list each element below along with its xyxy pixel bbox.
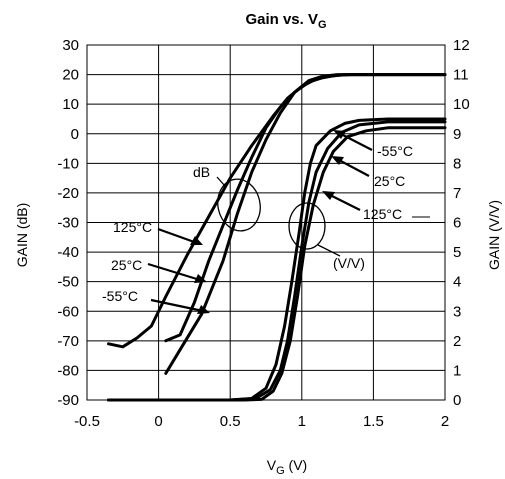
vv-group-label: (V/V) xyxy=(333,255,365,271)
y-left-tick-label: 0 xyxy=(71,126,79,143)
y-left-tick-label: -30 xyxy=(57,215,79,232)
chart-title: Gain vs. VG xyxy=(245,11,326,31)
db-125c-pointer xyxy=(157,227,198,245)
vv-group-leader xyxy=(317,244,341,257)
x-axis-label-unit: (V) xyxy=(285,457,308,473)
x-tick-label: -0.5 xyxy=(74,413,100,430)
x-axis-label: VG (V) xyxy=(267,457,307,477)
y-right-tick-label: 7 xyxy=(453,185,461,202)
vv-25c-arrowhead xyxy=(331,156,344,165)
db-group-leader xyxy=(216,176,226,187)
db-25c-label: 25°C xyxy=(111,257,142,273)
vv-25c-label: 25°C xyxy=(374,173,405,189)
x-tick-label: 1.5 xyxy=(363,413,384,430)
x-tick-label: 0 xyxy=(154,413,162,430)
vv-m55c-arrowhead xyxy=(333,130,346,139)
y-right-tick-label: 3 xyxy=(453,303,461,320)
y-right-tick-label: 4 xyxy=(453,274,461,291)
db-group-ellipse xyxy=(217,178,261,232)
x-tick-label: 1 xyxy=(298,413,306,430)
y-left-tick-label: 30 xyxy=(62,37,79,54)
db-m55c-pointer xyxy=(150,298,204,313)
y-left-tick-label: -70 xyxy=(57,333,79,350)
db-group-label: dB xyxy=(193,164,210,180)
y-right-tick-label: 10 xyxy=(453,96,470,113)
x-axis-label-main: V xyxy=(267,457,277,473)
series-line-vv-25c xyxy=(107,120,447,402)
y-right-tick-label: 1 xyxy=(453,362,461,379)
vv-125c-pointer xyxy=(327,193,361,211)
x-tick-label: 0.5 xyxy=(220,413,241,430)
vv-125c-label: 125°C xyxy=(363,206,402,222)
db-m55c-arrowhead xyxy=(197,305,210,314)
db-125c-label: 125°C xyxy=(113,219,152,235)
y-right-tick-label: 2 xyxy=(453,333,461,350)
y-left-tick-label: -40 xyxy=(57,244,79,261)
series-line-vv-m55c xyxy=(107,117,447,402)
y-right-tick-label: 11 xyxy=(453,67,469,84)
annotations: dB 125°C 25°C -55°C (V/V) -55°C 25°C 125… xyxy=(102,130,430,314)
db-m55c-label: -55°C xyxy=(102,288,138,304)
grid-layer xyxy=(86,44,446,401)
series-line-vv-125c xyxy=(107,126,447,402)
y-left-tick-label: -20 xyxy=(57,185,79,202)
db-125c-arrowhead xyxy=(190,236,203,245)
y-right-tick-label: 6 xyxy=(453,215,461,232)
chart-title-subscript: G xyxy=(318,19,327,31)
y-right-tick-label: 12 xyxy=(453,37,470,54)
y-left-tick-label: -10 xyxy=(57,155,79,172)
db-25c-arrowhead xyxy=(194,274,207,283)
y-left-tick-label: -90 xyxy=(57,392,79,409)
y-left-tick-label: 10 xyxy=(62,96,79,113)
left-axis-ticks: 30 20 10 0 -10 -20 -30 -40 -50 -60 -70 -80 -90 xyxy=(57,37,79,409)
y-right-tick-label: 9 xyxy=(453,126,461,143)
vv-m55c-label: -55°C xyxy=(377,143,413,159)
y-right-tick-label: 0 xyxy=(453,392,461,409)
y-left-tick-label: 20 xyxy=(62,67,79,84)
y-axis-left-label: GAIN (dB) xyxy=(14,203,30,268)
y-right-tick-label: 8 xyxy=(453,155,461,172)
y-right-tick-label: 5 xyxy=(453,244,461,261)
y-axis-right-label: GAIN (V/V) xyxy=(486,200,502,270)
x-tick-label: 2 xyxy=(441,413,449,430)
x-axis-ticks: -0.5 0 0.5 1 1.5 2 xyxy=(74,413,449,430)
vv-125c-arrowhead xyxy=(322,191,335,200)
chart-title-main: Gain vs. V xyxy=(245,11,318,28)
db-25c-pointer xyxy=(147,262,201,282)
vv-group-ellipse xyxy=(288,202,326,250)
vv-25c-pointer xyxy=(336,158,370,177)
series-line-db-m55c xyxy=(164,73,447,375)
vv-m55c-pointer xyxy=(338,132,373,151)
y-left-tick-label: -50 xyxy=(57,274,79,291)
y-left-tick-label: -60 xyxy=(57,303,79,320)
y-left-tick-label: -80 xyxy=(57,362,79,379)
x-axis-label-subscript: G xyxy=(276,465,285,477)
